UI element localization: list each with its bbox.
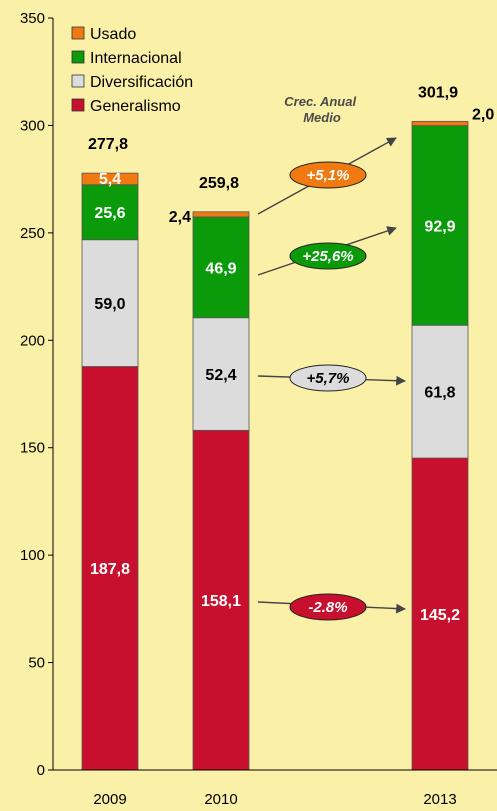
- growth-title-line-1: Crec. Anual: [284, 94, 356, 109]
- bar-total-label: 277,8: [88, 136, 128, 153]
- growth-badge: [289, 161, 367, 189]
- x-tick-label: 2013: [423, 791, 456, 808]
- legend-swatch: [71, 26, 85, 40]
- legend-entry: Generalismo: [90, 98, 181, 115]
- growth-badge: [289, 242, 367, 270]
- growth-title: Crec. Anual Medio: [284, 94, 359, 125]
- segment-value-label: 145,2: [420, 607, 460, 624]
- y-tick-label: 50: [28, 655, 45, 672]
- bar-total-label: 301,9: [418, 84, 458, 101]
- bar-segment: [192, 211, 250, 218]
- segment-value-label: 25,6: [94, 205, 125, 222]
- bar-segment: [411, 120, 469, 127]
- growth-badge: [289, 364, 367, 392]
- bar-segment: [81, 366, 139, 771]
- y-tick-label: 300: [20, 117, 45, 134]
- segment-value-label: 46,9: [205, 260, 236, 277]
- growth-title-line-2: Medio: [303, 110, 341, 125]
- legend-swatch: [71, 98, 85, 112]
- segment-value-label: 5,4: [99, 171, 121, 188]
- segment-value-label: 2,4: [169, 209, 191, 226]
- y-tick-label: 350: [20, 10, 45, 27]
- bar-total-label: 259,8: [199, 175, 239, 192]
- segment-value-label: 187,8: [90, 561, 130, 578]
- segment-value-label: 158,1: [201, 593, 241, 610]
- growth-badge: [289, 593, 367, 621]
- y-tick-label: 250: [20, 225, 45, 242]
- segment-value-label: 52,4: [205, 367, 236, 384]
- segment-value-label: 59,0: [94, 296, 125, 313]
- bar-segment: [192, 216, 250, 319]
- growth-label: +5,1%: [307, 167, 350, 184]
- bar-segment: [81, 172, 139, 186]
- x-tick-label: 2009: [93, 791, 126, 808]
- segment-value-label: 2,0: [472, 106, 494, 123]
- y-tick-label: 100: [20, 547, 45, 564]
- growth-label: -2.8%: [308, 599, 347, 616]
- y-tick-label: 150: [20, 440, 45, 457]
- legend-swatch: [71, 74, 85, 88]
- legend-entry: Diversificación: [90, 74, 193, 91]
- segment-value-label: 61,8: [424, 385, 455, 402]
- legend-entry: Internacional: [90, 50, 182, 67]
- legend-entry: Usado: [90, 26, 136, 43]
- bar-segment: [192, 317, 250, 431]
- bar-segment: [411, 125, 469, 326]
- growth-label: +25,6%: [302, 248, 353, 265]
- growth-label: +5,7%: [307, 370, 350, 387]
- x-tick-label: 2010: [204, 791, 237, 808]
- y-tick-label: 0: [37, 762, 45, 779]
- bar-segment: [81, 184, 139, 241]
- bar-segment: [411, 457, 469, 771]
- y-tick-label: 200: [20, 332, 45, 349]
- legend-swatch: [71, 50, 85, 64]
- segment-value-label: 92,9: [424, 218, 455, 235]
